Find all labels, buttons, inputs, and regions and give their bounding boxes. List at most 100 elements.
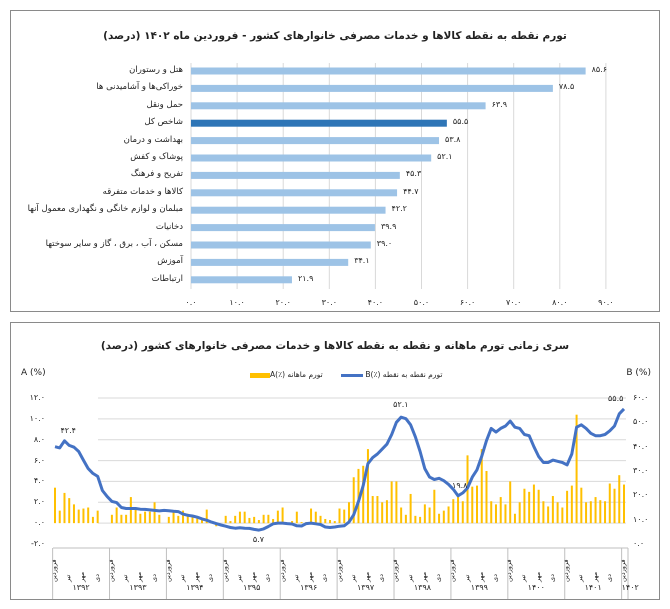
monthly-bar xyxy=(561,507,564,524)
monthly-bar xyxy=(110,514,113,524)
category-inflation-plot xyxy=(190,63,607,289)
month-tick-label: مهر xyxy=(476,571,485,582)
monthly-bar xyxy=(480,449,483,524)
monthly-bar xyxy=(585,502,588,524)
month-tick-label: دی xyxy=(547,574,556,582)
year-label: ۱۳۹۳ xyxy=(129,583,147,592)
left-axis-label: A (%) xyxy=(21,368,46,378)
monthly-bar xyxy=(499,497,502,524)
monthly-bar xyxy=(551,496,554,524)
right-tick-label: ۵۰.۰ xyxy=(633,417,649,427)
monthly-bar xyxy=(319,515,322,524)
monthly-bar xyxy=(347,502,350,524)
year-label: ۱۴۰۱ xyxy=(584,583,602,592)
month-tick-label: تیر xyxy=(576,574,585,582)
monthly-bar xyxy=(182,510,185,524)
monthly-bar xyxy=(428,507,431,524)
legend-label: تورم نقطه به نقطه (٪)B xyxy=(365,370,443,379)
category-label: حمل ونقل xyxy=(146,99,183,110)
month-tick-label: فروردین xyxy=(562,559,571,582)
category-label: تفریح و فرهنگ xyxy=(130,169,183,180)
monthly-bar xyxy=(623,484,625,524)
month-tick-label: مهر xyxy=(192,571,201,582)
monthly-bar xyxy=(63,492,66,524)
month-tick-label: تیر xyxy=(64,574,73,582)
month-tick-label: فروردین xyxy=(277,559,286,582)
monthly-bar xyxy=(205,509,208,524)
bar xyxy=(191,206,386,214)
month-tick-label: دی xyxy=(434,574,443,582)
monthly-bar xyxy=(343,509,346,524)
monthly-bar xyxy=(82,508,85,524)
monthly-bar xyxy=(414,515,417,524)
monthly-bar xyxy=(58,510,61,524)
right-tick-label: ۲۰.۰ xyxy=(633,490,649,500)
x-tick-label: ۵۰.۰ xyxy=(413,298,430,307)
right-tick-label: ۰.۰ xyxy=(633,539,645,548)
monthly-bar xyxy=(158,514,161,524)
monthly-bar xyxy=(376,496,379,524)
monthly-bar xyxy=(589,501,592,524)
monthly-bar xyxy=(395,481,398,524)
x-tick-label: ۱۰.۰ xyxy=(229,298,245,307)
left-tick-label: ۱۲.۰ xyxy=(29,393,45,402)
bar xyxy=(191,67,586,75)
monthly-bar xyxy=(148,511,151,524)
monthly-bar xyxy=(438,513,441,524)
monthly-bar xyxy=(575,414,578,524)
right-axis-label: B (%) xyxy=(626,368,651,378)
data-label: ۵۵.۵ xyxy=(608,393,624,403)
monthly-bar xyxy=(532,484,535,524)
monthly-bar xyxy=(371,496,374,524)
month-tick-label: دی xyxy=(490,574,499,582)
monthly-bar xyxy=(381,502,384,524)
monthly-bar xyxy=(333,521,336,524)
year-label: ۱۴۰۲ xyxy=(621,583,639,592)
bar xyxy=(191,258,349,266)
month-tick-label: تیر xyxy=(405,574,414,582)
month-tick-label: دی xyxy=(149,574,158,582)
monthly-bar xyxy=(224,515,227,524)
right-tick-label: ۶۰.۰ xyxy=(633,393,649,402)
monthly-bar xyxy=(476,485,479,524)
monthly-bar xyxy=(291,521,294,524)
x-tick-label: ۴۰.۰ xyxy=(367,298,384,307)
bar xyxy=(191,102,486,110)
monthly-bar xyxy=(238,511,241,524)
monthly-bar xyxy=(272,518,275,524)
year-label: ۱۳۹۸ xyxy=(413,583,432,592)
month-tick-label: تیر xyxy=(348,574,357,582)
month-tick-label: تیر xyxy=(519,574,528,582)
monthly-bar xyxy=(153,502,156,524)
category-label: مسکن ، آب ، برق ، گاز و سایر سوختها xyxy=(45,239,183,249)
month-tick-label: مهر xyxy=(419,571,428,582)
monthly-bar xyxy=(310,508,313,524)
monthly-bar xyxy=(599,500,602,524)
monthly-bar xyxy=(243,511,246,524)
category-label: آموزش xyxy=(157,256,183,267)
monthly-bar xyxy=(129,497,132,524)
left-tick-label: ۲.۰ xyxy=(33,497,45,507)
category-label: مبلمان و لوازم خانگی و نگهداری معمول آنه… xyxy=(27,204,183,215)
x-tick-label: ۲۰.۰ xyxy=(275,298,291,307)
left-tick-label: ۶.۰ xyxy=(33,455,45,465)
inflation-time-series-chart: سری زمانی تورم ماهانه و نقطه به نقطه کال… xyxy=(10,322,660,600)
monthly-bar xyxy=(229,521,232,524)
month-tick-label: مهر xyxy=(306,571,315,582)
monthly-bar xyxy=(485,471,488,524)
chart-title: تورم نقطه به نقطه کالاها و خدمات مصرفی خ… xyxy=(103,30,567,42)
monthly-bar xyxy=(566,490,569,524)
data-label: ۲۱.۹ xyxy=(297,273,314,283)
monthly-bar xyxy=(191,516,194,524)
monthly-bar xyxy=(618,475,621,524)
category-inflation-chart: تورم نقطه به نقطه کالاها و خدمات مصرفی خ… xyxy=(10,10,660,312)
right-tick-label: ۴۰.۰ xyxy=(633,441,649,451)
month-tick-label: تیر xyxy=(462,574,471,582)
category-label: شاخص کل xyxy=(144,117,183,128)
data-label: ۶۳.۹ xyxy=(491,99,508,109)
monthly-bar xyxy=(200,517,203,524)
monthly-bar xyxy=(281,507,284,524)
year-label: ۱۳۹۲ xyxy=(72,583,90,592)
left-tick-label: ۴.۰ xyxy=(33,476,45,486)
inflation-time-series-plot xyxy=(52,397,629,599)
